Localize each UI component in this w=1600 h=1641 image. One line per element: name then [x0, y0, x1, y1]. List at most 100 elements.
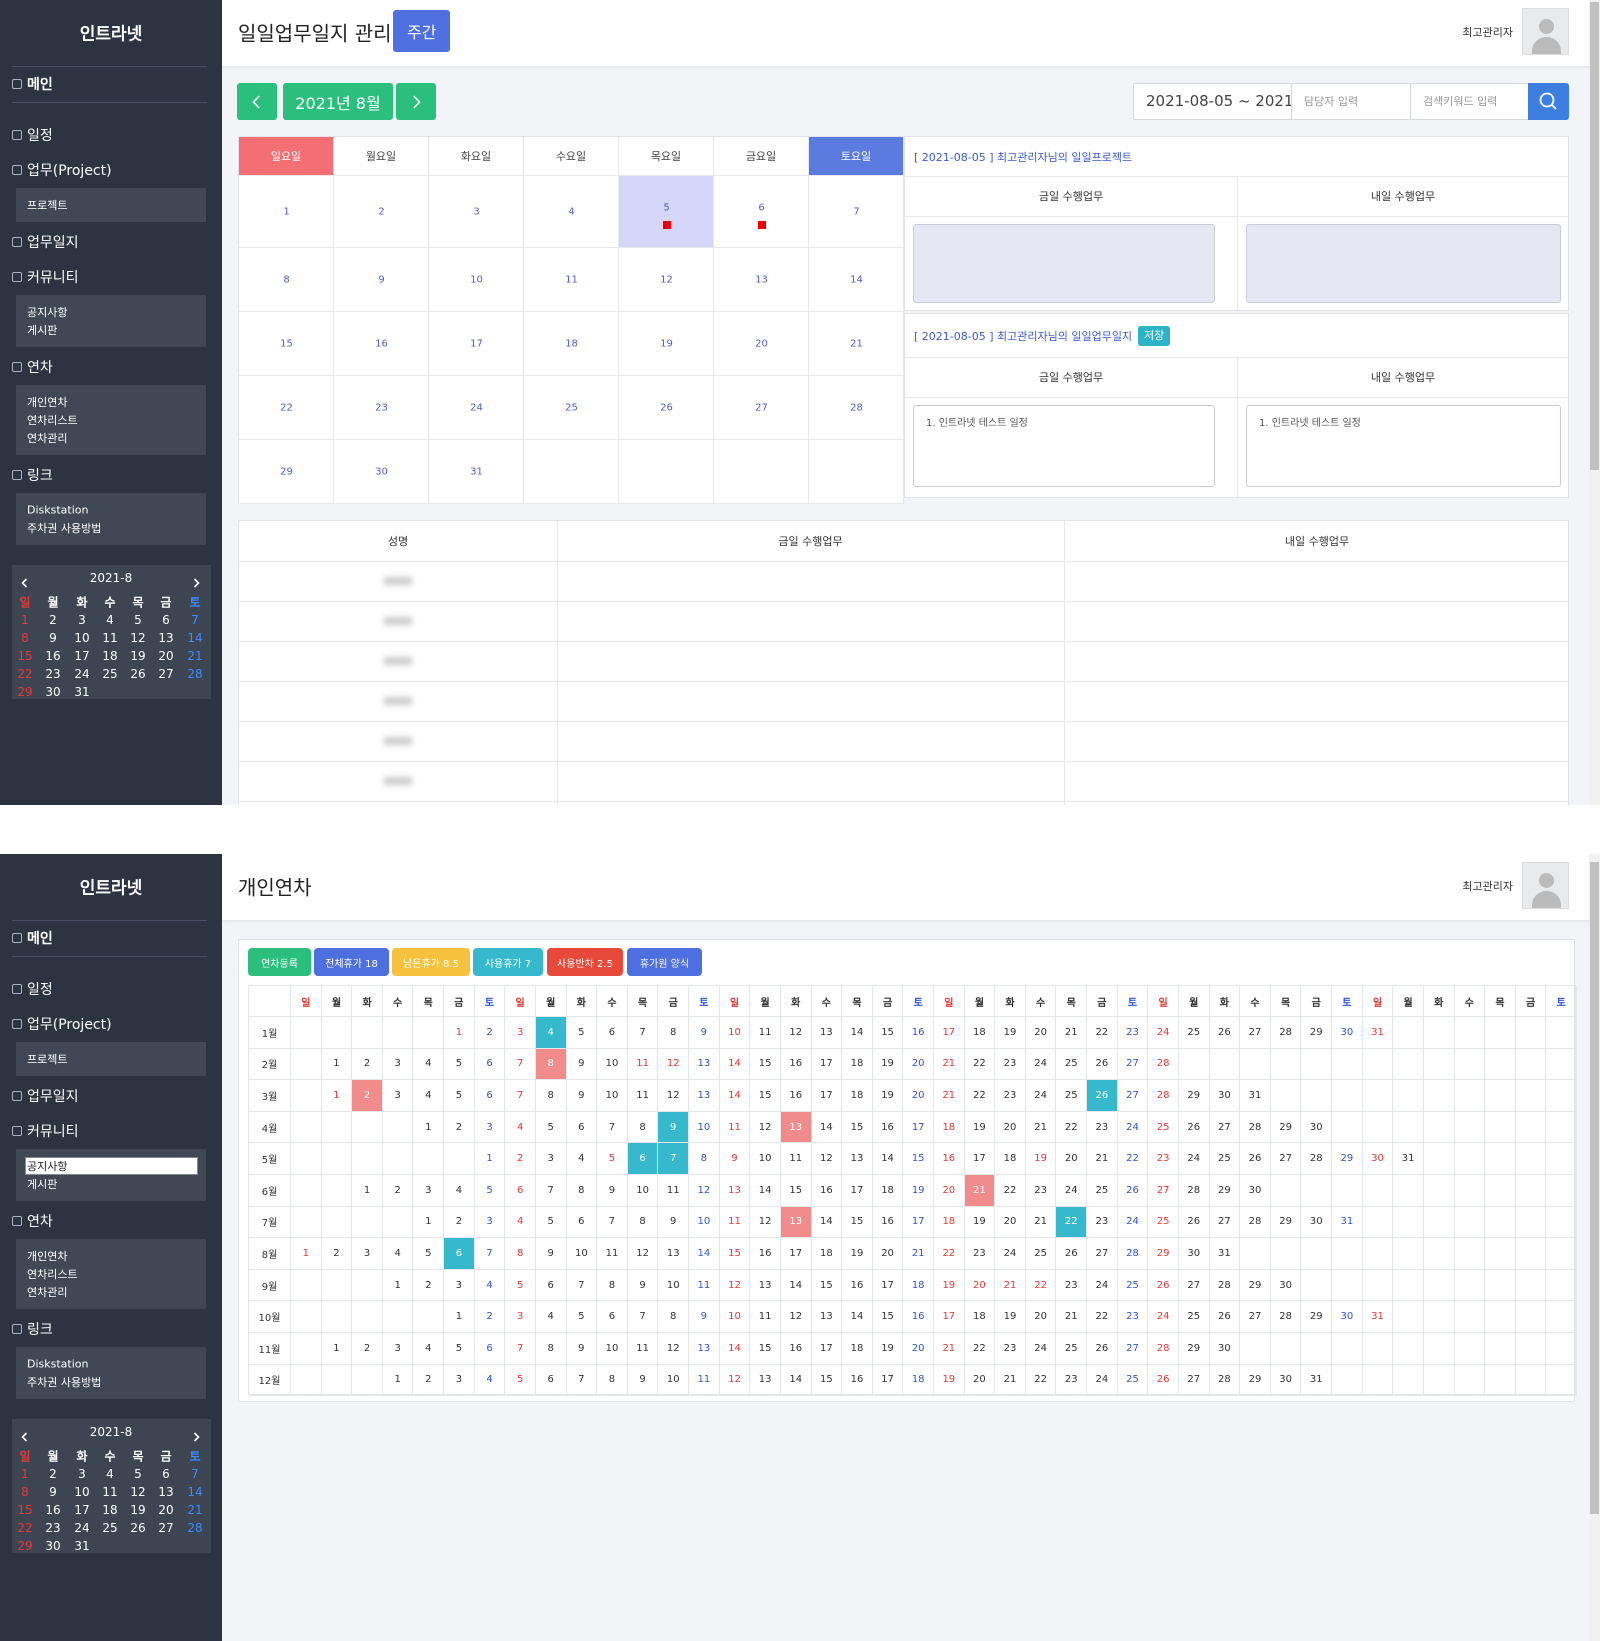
menu-item[interactable]: 메인	[27, 77, 53, 93]
day-cell[interactable]: 23	[334, 376, 429, 440]
menu-item[interactable]: 업무(Project)	[27, 1017, 112, 1033]
search-input[interactable]: 담당자 입력	[1291, 83, 1411, 120]
submenu-item[interactable]: 공지사항	[27, 306, 68, 319]
leave-button[interactable]: 휴가원 양식	[627, 948, 702, 976]
day-cell: 12	[689, 1175, 720, 1207]
day-cell[interactable]: 5	[619, 176, 714, 248]
submenu-item[interactable]: 공지사항	[27, 1160, 68, 1173]
day-cell[interactable]: 9	[334, 248, 429, 312]
day-cell: 19	[903, 1175, 934, 1207]
day-cell[interactable]: 8	[239, 248, 334, 312]
leave-button[interactable]: 사용반차 2.5	[547, 948, 623, 976]
menu-item[interactable]: 업무일지	[27, 235, 79, 251]
menu-item[interactable]: 연차	[27, 360, 53, 376]
submenu-item[interactable]: 게시판	[27, 324, 58, 337]
day-cell[interactable]: 1	[239, 176, 334, 248]
textarea[interactable]: 1. 인트라넷 테스트 일정	[1246, 405, 1561, 487]
submenu-item[interactable]: 주차권 사용방법	[27, 1376, 102, 1389]
day-cell[interactable]: 12	[619, 248, 714, 312]
day-cell[interactable]: 21	[809, 312, 904, 376]
menu-item[interactable]: 일정	[27, 128, 53, 144]
day-cell[interactable]: 6	[714, 176, 809, 248]
submenu-item[interactable]: 개인연차	[27, 1250, 68, 1263]
day-cell[interactable]: 16	[334, 312, 429, 376]
day-cell[interactable]: 31	[429, 440, 524, 504]
day-cell[interactable]: 17	[429, 312, 524, 376]
submenu-item[interactable]: 주차권 사용방법	[27, 522, 102, 535]
menu-item[interactable]: 연차	[27, 1214, 53, 1230]
day-cell[interactable]: 4	[524, 176, 619, 248]
search-input[interactable]: 2021-08-05 ~ 2021-	[1133, 83, 1292, 120]
weekday-header: 일	[1362, 986, 1394, 1017]
leave-button[interactable]: 남은휴가 8.5	[392, 948, 470, 976]
day-cell: 1	[321, 1048, 353, 1081]
submenu-item[interactable]: 개인연차	[27, 396, 68, 409]
divider	[905, 216, 1568, 217]
day-cell[interactable]: 28	[809, 376, 904, 440]
avatar-head	[1539, 873, 1554, 888]
day-cell	[382, 1143, 414, 1175]
nav-button[interactable]	[396, 83, 436, 120]
leave-button[interactable]: 전체휴가 18	[314, 948, 389, 976]
day-cell: 8	[627, 1206, 659, 1239]
leave-button[interactable]: 사용휴가 7	[473, 948, 543, 976]
menu-item[interactable]: 일정	[27, 982, 53, 998]
menu-item[interactable]: 메인	[27, 931, 53, 947]
submenu-item[interactable]: 프로젝트	[27, 199, 68, 212]
tab-button[interactable]: 주간	[393, 10, 451, 52]
nav-button[interactable]: 2021년 8월	[283, 83, 393, 120]
submenu-item[interactable]: 연차리스트	[27, 414, 78, 427]
day-cell[interactable]: 19	[619, 312, 714, 376]
menu-item[interactable]: 업무(Project)	[27, 163, 112, 179]
menu-item[interactable]: 커뮤니티	[27, 270, 79, 286]
day-cell: 17	[811, 1048, 843, 1081]
day-cell[interactable]: 11	[524, 248, 619, 312]
nav-button[interactable]	[237, 83, 277, 120]
leave-button[interactable]: 연차등록	[248, 948, 311, 976]
submenu-item[interactable]: 게시판	[27, 1178, 58, 1191]
day-cell[interactable]: 15	[239, 312, 334, 376]
menu-item[interactable]: 업무일지	[27, 1089, 79, 1105]
day-cell[interactable]: 7	[809, 176, 904, 248]
day-cell: 28	[1240, 1206, 1271, 1239]
day-cell: 20	[995, 1206, 1026, 1239]
day-cell[interactable]: 24	[429, 376, 524, 440]
submenu-item[interactable]: 연차리스트	[27, 1268, 78, 1281]
day-cell: 19	[934, 1364, 965, 1397]
textarea[interactable]	[1246, 224, 1561, 303]
submenu-item[interactable]: Diskstation	[27, 1357, 89, 1371]
day-cell: 27	[1209, 1111, 1241, 1144]
day-cell	[291, 1111, 322, 1144]
save-button[interactable]: 저장	[1138, 325, 1171, 346]
day-cell[interactable]: 27	[714, 376, 809, 440]
search-input[interactable]: 검색키워드 입력	[1410, 83, 1529, 120]
day-cell[interactable]: 26	[619, 376, 714, 440]
menu-item[interactable]: 커뮤니티	[27, 1124, 79, 1140]
day-cell[interactable]: 14	[809, 248, 904, 312]
search-button[interactable]	[1528, 83, 1569, 120]
submenu-item[interactable]: 프로젝트	[27, 1053, 68, 1066]
day-cell	[1209, 1048, 1241, 1081]
textarea[interactable]: 1. 인트라넷 테스트 일정	[913, 405, 1215, 487]
submenu-item[interactable]: 연차관리	[27, 1286, 68, 1299]
submenu-item[interactable]: Diskstation	[27, 503, 89, 517]
day-cell[interactable]: 18	[524, 312, 619, 376]
menu-item[interactable]: 링크	[27, 468, 53, 484]
day-cell[interactable]: 22	[239, 376, 334, 440]
day-cell: 15	[719, 1238, 751, 1270]
day-cell[interactable]: 20	[714, 312, 809, 376]
day-cell	[1515, 1333, 1547, 1365]
textarea[interactable]	[913, 224, 1215, 303]
menu-item[interactable]: 링크	[27, 1322, 53, 1338]
day-cell[interactable]: 29	[239, 440, 334, 504]
day-cell[interactable]: 10	[429, 248, 524, 312]
day-cell[interactable]: 30	[334, 440, 429, 504]
day-cell[interactable]: 13	[714, 248, 809, 312]
day-cell[interactable]: 2	[334, 176, 429, 248]
day-cell: 21	[1056, 1301, 1088, 1333]
day-cell	[1423, 1111, 1455, 1144]
day-cell[interactable]: 3	[429, 176, 524, 248]
day-cell	[444, 1143, 475, 1175]
submenu-item[interactable]: 연차관리	[27, 432, 68, 445]
day-cell[interactable]: 25	[524, 376, 619, 440]
